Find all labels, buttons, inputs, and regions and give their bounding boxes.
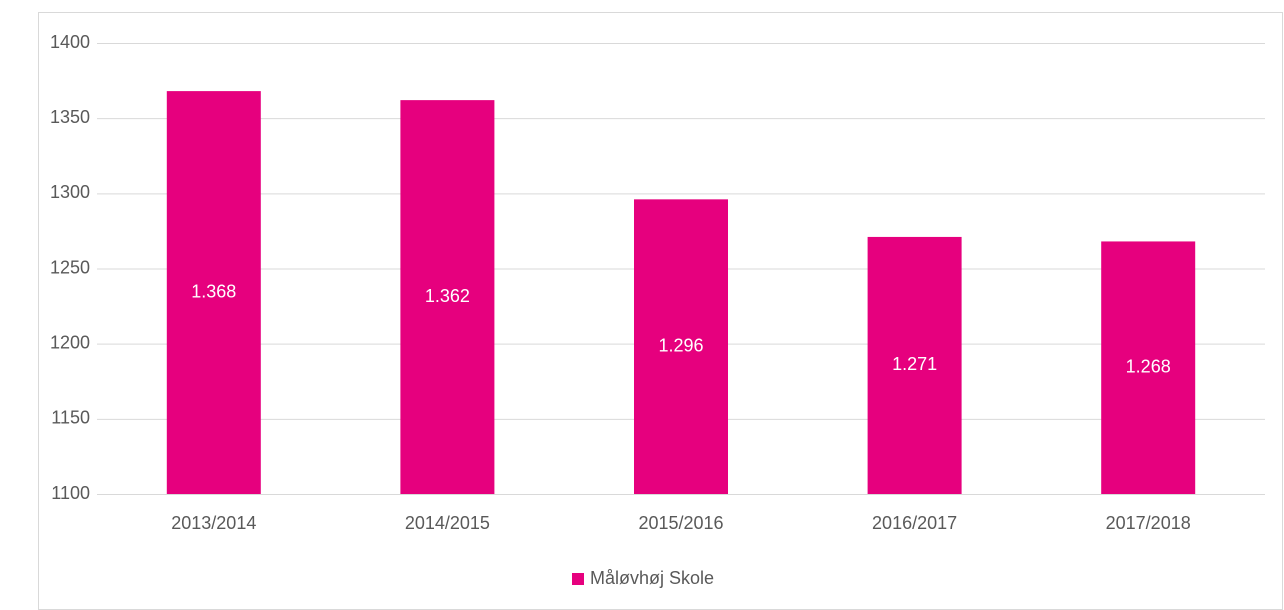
x-tick-label: 2014/2015 [405, 513, 490, 533]
data-label: 1.296 [658, 335, 703, 355]
data-label: 1.268 [1126, 356, 1171, 376]
legend-swatch [572, 573, 584, 585]
y-tick-label: 1150 [51, 408, 90, 428]
y-tick-label: 1350 [50, 107, 90, 127]
data-label: 1.368 [191, 281, 236, 301]
bar [400, 100, 495, 495]
bar [867, 236, 962, 494]
y-tick-label: 1250 [50, 257, 90, 277]
x-tick-label: 2017/2018 [1106, 513, 1191, 533]
x-tick-label: 2015/2016 [638, 513, 723, 533]
y-tick-label: 1200 [50, 332, 90, 352]
x-tick-label: 2013/2014 [171, 513, 256, 533]
y-tick-label: 1100 [51, 483, 90, 503]
data-label: 1.362 [425, 286, 470, 306]
data-label: 1.271 [892, 354, 937, 374]
bar [166, 91, 261, 495]
y-tick-label: 1300 [50, 182, 90, 202]
bar [634, 199, 728, 494]
bar [1101, 241, 1196, 494]
legend-label: Måløvhøj Skole [590, 568, 714, 588]
y-tick-label: 1400 [50, 32, 90, 52]
x-tick-label: 2016/2017 [872, 513, 957, 533]
